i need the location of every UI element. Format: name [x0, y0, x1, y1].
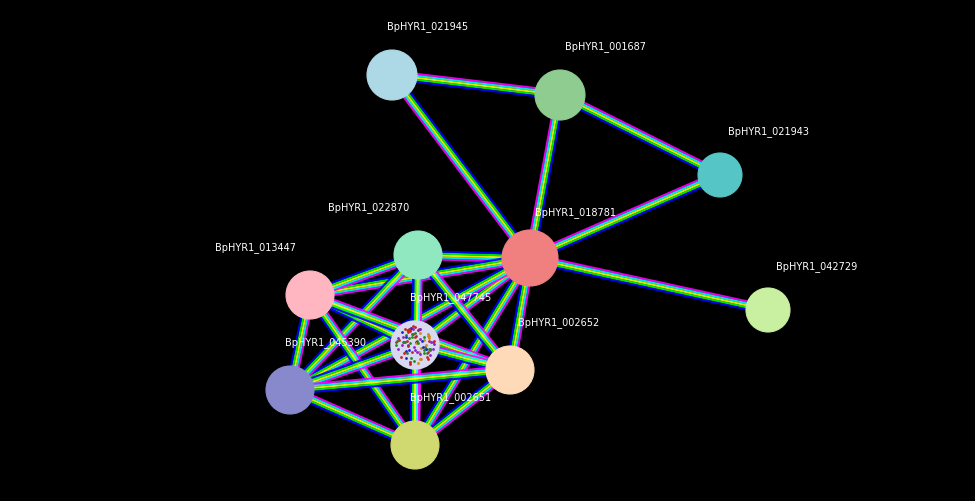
Circle shape — [286, 271, 334, 319]
Text: BpHYR1_002652: BpHYR1_002652 — [518, 317, 600, 328]
Circle shape — [391, 321, 439, 369]
Text: BpHYR1_021943: BpHYR1_021943 — [728, 126, 809, 137]
Text: BpHYR1_042729: BpHYR1_042729 — [776, 261, 857, 272]
Circle shape — [391, 421, 439, 469]
Text: BpHYR1_013447: BpHYR1_013447 — [215, 242, 296, 253]
Text: BpHYR1_022870: BpHYR1_022870 — [328, 202, 410, 213]
Circle shape — [502, 230, 558, 286]
Text: BpHYR1_021945: BpHYR1_021945 — [387, 21, 468, 32]
Text: BpHYR1_002651: BpHYR1_002651 — [410, 392, 491, 403]
Circle shape — [367, 50, 417, 100]
Circle shape — [266, 366, 314, 414]
Circle shape — [698, 153, 742, 197]
Text: BpHYR1_001687: BpHYR1_001687 — [565, 41, 646, 52]
Text: BpHYR1_047745: BpHYR1_047745 — [410, 292, 491, 303]
Text: BpHYR1_018781: BpHYR1_018781 — [535, 207, 616, 218]
Text: BpHYR1_045390: BpHYR1_045390 — [285, 337, 366, 348]
Circle shape — [486, 346, 534, 394]
Circle shape — [746, 288, 790, 332]
Circle shape — [535, 70, 585, 120]
Circle shape — [394, 231, 442, 279]
